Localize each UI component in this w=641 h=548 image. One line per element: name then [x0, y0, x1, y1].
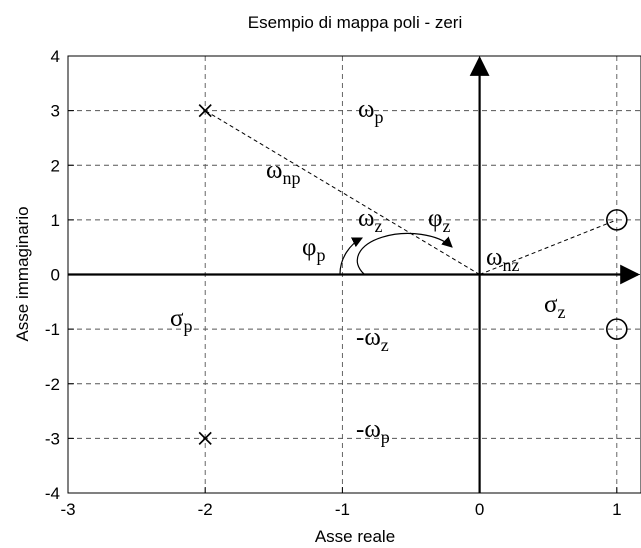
connector-lines	[204, 110, 617, 275]
y-tick-label: -4	[45, 484, 60, 503]
annotation-omega-nz: ωnz	[486, 244, 519, 275]
chart-title: Esempio di mappa poli - zeri	[248, 13, 462, 32]
annotation-phi-z: φz	[428, 205, 450, 236]
annotation-omega-p: ωp	[358, 96, 383, 127]
x-tick-label: 1	[612, 500, 621, 519]
zero-marker	[605, 209, 628, 231]
y-tick-label: 2	[51, 156, 60, 175]
phi-p-arc	[339, 237, 363, 275]
pole-vector-line	[204, 110, 480, 275]
y-ticks: 4 3 2 1 0 -1 -2 -3 -4	[45, 47, 74, 503]
annotation-neg-omega-p: -ωp	[356, 416, 390, 447]
annotation-phi-p: φp	[302, 234, 325, 265]
annotation-omega-z: ωz	[358, 205, 382, 236]
x-ticks: -3 -2 -1 0 1	[60, 487, 622, 519]
y-tick-label: -3	[45, 429, 60, 448]
x-tick-label: -3	[60, 500, 75, 519]
pole-marker	[198, 104, 212, 118]
annotation-sigma-z: σz	[544, 291, 565, 322]
y-tick-label: 1	[51, 211, 60, 230]
y-tick-label: -2	[45, 375, 60, 394]
phi-z-arc	[356, 232, 453, 275]
annotation-omega-np: ωnp	[266, 157, 300, 188]
y-axis-label: Asse immaginario	[13, 206, 32, 341]
zero-vector-line	[479, 219, 617, 275]
y-tick-label: 4	[51, 47, 60, 66]
pole-zero-points	[198, 104, 628, 445]
y-tick-label: 3	[51, 102, 60, 121]
y-tick-label: -1	[45, 320, 60, 339]
y-tick-label: 0	[51, 266, 60, 285]
zero-marker	[605, 318, 628, 340]
x-tick-label: -1	[335, 500, 350, 519]
angle-arcs	[339, 232, 453, 275]
pole-marker	[198, 431, 212, 445]
x-tick-label: -2	[198, 500, 213, 519]
annotation-sigma-p: σp	[170, 305, 192, 336]
x-tick-label: 0	[475, 500, 484, 519]
annotations: ωp ωnp ωz φz φp ωnz σp σz -ωz -ωp	[170, 96, 565, 447]
x-axis-label: Asse reale	[315, 527, 395, 546]
annotation-neg-omega-z: -ωz	[356, 324, 389, 355]
